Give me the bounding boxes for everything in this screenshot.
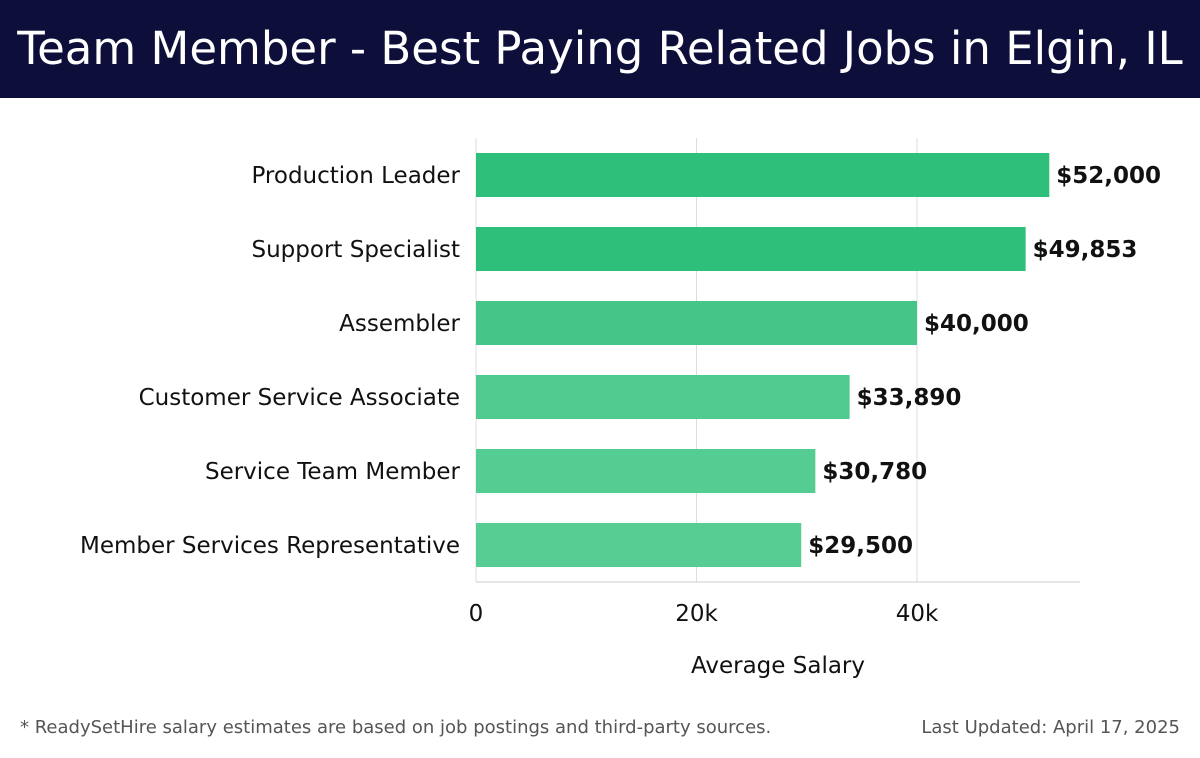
bar bbox=[476, 449, 816, 493]
value-label: $49,853 bbox=[1033, 237, 1138, 263]
category-label: Support Specialist bbox=[252, 237, 461, 263]
bar bbox=[476, 523, 802, 567]
x-tick-label: 20k bbox=[675, 601, 718, 627]
x-tick-label: 40k bbox=[896, 601, 939, 627]
category-label: Member Services Representative bbox=[80, 533, 460, 559]
bar bbox=[476, 375, 850, 419]
bar bbox=[476, 153, 1050, 197]
value-label: $29,500 bbox=[808, 533, 913, 559]
value-label: $30,780 bbox=[822, 459, 927, 485]
page-title: Team Member - Best Paying Related Jobs i… bbox=[17, 22, 1183, 75]
last-updated: Last Updated: April 17, 2025 bbox=[921, 717, 1180, 738]
value-label: $40,000 bbox=[924, 311, 1029, 337]
value-label: $52,000 bbox=[1056, 163, 1161, 189]
salary-bar-chart: Production Leader $52,000 Support Speciali… bbox=[80, 138, 1161, 679]
x-axis-title: Average Salary bbox=[691, 653, 865, 679]
category-label: Assembler bbox=[339, 311, 460, 337]
footnote: * ReadySetHire salary estimates are base… bbox=[20, 717, 772, 738]
category-label: Production Leader bbox=[251, 163, 460, 189]
header-bar: Team Member - Best Paying Related Jobs i… bbox=[0, 0, 1200, 98]
x-tick-label: 0 bbox=[469, 601, 484, 627]
category-label: Service Team Member bbox=[205, 459, 461, 485]
category-label: Customer Service Associate bbox=[139, 385, 460, 411]
bar bbox=[476, 301, 917, 345]
bar bbox=[476, 227, 1026, 271]
value-label: $33,890 bbox=[857, 385, 962, 411]
